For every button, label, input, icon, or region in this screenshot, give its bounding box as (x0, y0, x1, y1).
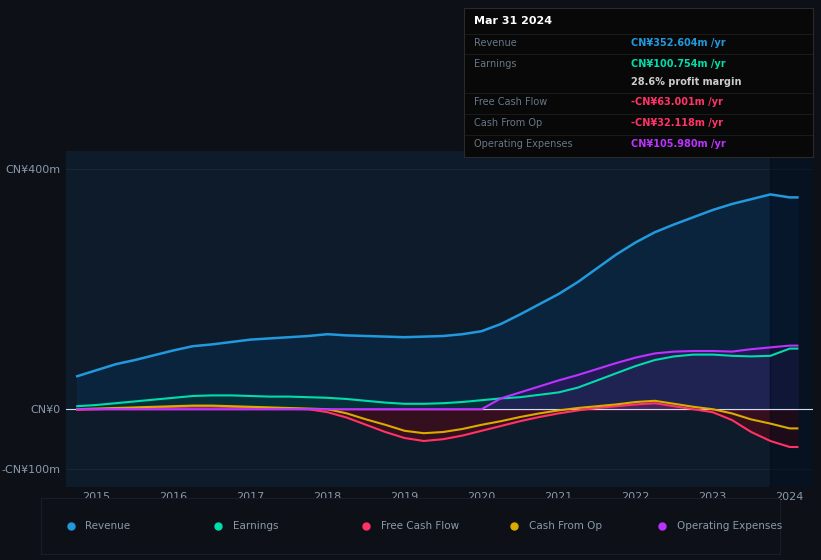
Text: Operating Expenses: Operating Expenses (677, 521, 782, 531)
Text: 28.6% profit margin: 28.6% profit margin (631, 77, 742, 87)
Text: Operating Expenses: Operating Expenses (475, 139, 573, 149)
Text: Earnings: Earnings (233, 521, 278, 531)
Text: Cash From Op: Cash From Op (529, 521, 602, 531)
Text: Revenue: Revenue (85, 521, 131, 531)
Bar (770, 151, 813, 487)
Text: CN¥105.980m /yr: CN¥105.980m /yr (631, 139, 726, 149)
Text: Revenue: Revenue (475, 38, 517, 48)
Text: CN¥352.604m /yr: CN¥352.604m /yr (631, 38, 726, 48)
Text: -CN¥32.118m /yr: -CN¥32.118m /yr (631, 118, 723, 128)
Text: Mar 31 2024: Mar 31 2024 (475, 16, 553, 26)
Text: Free Cash Flow: Free Cash Flow (381, 521, 459, 531)
Text: -CN¥63.001m /yr: -CN¥63.001m /yr (631, 97, 723, 108)
Text: Earnings: Earnings (475, 59, 517, 69)
Text: Cash From Op: Cash From Op (475, 118, 543, 128)
Text: CN¥100.754m /yr: CN¥100.754m /yr (631, 59, 726, 69)
Text: Free Cash Flow: Free Cash Flow (475, 97, 548, 108)
